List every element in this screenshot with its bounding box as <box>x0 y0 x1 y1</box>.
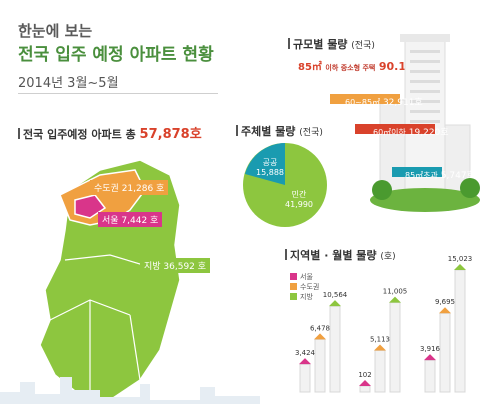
bar-value-label: 9,695 <box>435 298 455 306</box>
private-value: 41,990 <box>285 200 313 209</box>
size-bar-2-label: 60㎡이하 <box>373 128 406 137</box>
size-heading: 규모별 물량 (전국) <box>288 36 375 52</box>
tower-roof <box>400 34 450 42</box>
heading-bar-icon <box>236 125 238 136</box>
metro-label: 수도권 21,286 호 <box>90 180 169 195</box>
bar-value-label: 3,916 <box>420 345 441 353</box>
legend-label: 지방 <box>300 293 313 301</box>
size-bar-2-value: 19,220호 <box>408 128 449 138</box>
legend-item-seoul: 서울 <box>290 272 319 282</box>
heading-bar-icon <box>18 128 20 139</box>
local-label: 지방 36,592 호 <box>140 258 211 273</box>
size-highlight-prefix: 85㎡ <box>298 62 322 73</box>
bar-roof-수도권-5월 <box>439 307 451 314</box>
size-bar-1-value: 32,911호 <box>382 98 423 108</box>
bar-value-label: 5,113 <box>370 335 390 343</box>
size-bar-2-text: 60㎡이하 19,220호 <box>368 123 454 140</box>
monthly-title: 지역별 · 월별 물량 <box>290 249 377 262</box>
ownership-title: 주체별 물량 <box>241 125 296 138</box>
size-bar-3-label: 85㎡초과 <box>405 171 438 180</box>
monthly-heading: 지역별 · 월별 물량 (호) <box>285 247 396 263</box>
tree-left-icon <box>372 180 392 200</box>
size-bar-1-label: 60~85㎡ <box>345 98 381 107</box>
size-bar-1-text: 60~85㎡ 32,911호 <box>340 93 428 110</box>
monthly-legend: 서울 수도권 지방 <box>290 272 319 302</box>
bar-roof-서울-3월 <box>299 358 311 365</box>
bar-value-label: 10,564 <box>323 291 348 299</box>
seoul-region-shape <box>74 194 107 219</box>
bar-value-label: 11,005 <box>383 288 408 296</box>
bar-value-label: 6,478 <box>310 324 330 332</box>
legend-swatch <box>290 273 297 280</box>
size-bar-3-text: 85㎡초과 5,747호 <box>400 166 480 183</box>
heading-bar-icon <box>285 249 287 260</box>
province-borders <box>49 254 161 390</box>
bar-roof-지방-4월 <box>389 296 401 303</box>
seoul-label: 서울 7,442 호 <box>98 212 163 227</box>
size-bar-3 <box>392 167 442 177</box>
title-line1: 한눈에 보는 <box>18 22 93 40</box>
bar-roof-지방-5월 <box>454 263 466 270</box>
size-bar-1 <box>330 94 400 104</box>
total-value: 57,878호 <box>139 127 202 142</box>
total-label: 전국 입주예정 아파트 총 <box>23 128 136 141</box>
legend-label: 서울 <box>300 273 313 281</box>
public-value: 15,888 <box>256 168 284 177</box>
heading-bar-icon <box>288 38 290 49</box>
bar-value-label: 15,023 <box>448 255 473 263</box>
bar-roof-지방-3월 <box>329 300 341 307</box>
skyline-shape <box>0 377 260 404</box>
legend-item-local: 지방 <box>290 292 319 302</box>
size-bar-3-value: 5,747호 <box>440 171 475 181</box>
title-line2: 전국 입주 예정 아파트 현황 <box>18 45 214 65</box>
tree-right-icon <box>460 178 480 198</box>
public-label-group: 공공 15,888 <box>256 158 284 178</box>
size-bar-2 <box>355 124 435 134</box>
bar-value-label: 3,424 <box>295 349 316 357</box>
bar-roof-서울-4월 <box>359 380 371 386</box>
public-label: 공공 <box>262 158 278 167</box>
size-title: 규모별 물량 <box>293 38 348 51</box>
size-highlight-mid: 이하 중소형 주택 <box>325 64 376 72</box>
legend-swatch <box>290 283 297 290</box>
ownership-pie <box>243 143 327 227</box>
monthly-title-suffix: (호) <box>380 252 396 262</box>
header-divider <box>18 93 218 94</box>
ground-grass <box>370 188 480 212</box>
bar-roof-서울-5월 <box>424 354 436 361</box>
skyline <box>0 377 260 404</box>
bar-roof-수도권-4월 <box>374 344 386 351</box>
size-title-suffix: (전국) <box>351 41 375 51</box>
public-slice <box>245 143 285 185</box>
legend-swatch <box>290 293 297 300</box>
period-text: 2014년 3월~5월 <box>18 76 119 91</box>
bar-roof-수도권-3월 <box>314 333 326 340</box>
ownership-heading: 주체별 물량 (전국) <box>236 123 323 139</box>
legend-item-metro: 수도권 <box>290 282 319 292</box>
private-label-group: 민간 41,990 <box>285 190 313 210</box>
total-heading: 전국 입주예정 아파트 총 57,878호 <box>18 123 202 142</box>
ownership-title-suffix: (전국) <box>299 128 323 138</box>
legend-label: 수도권 <box>300 283 320 291</box>
bar-value-label: 102 <box>358 371 371 379</box>
private-label: 민간 <box>291 190 307 199</box>
